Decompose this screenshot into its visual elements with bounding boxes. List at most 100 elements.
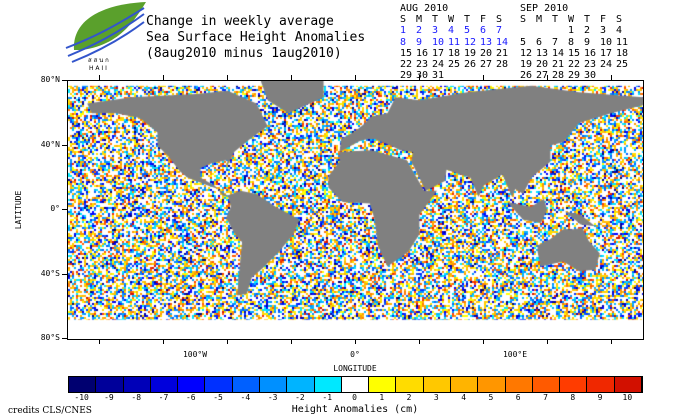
calendar-day[interactable]: 7 [496, 25, 503, 37]
calendar-day[interactable] [536, 25, 552, 36]
calendar-day[interactable]: 7 [552, 36, 559, 48]
calendar-day[interactable]: 15 [400, 47, 413, 59]
calendar-day[interactable]: 12 [464, 36, 477, 48]
calendar-day[interactable]: 30 [416, 70, 429, 82]
calendar-sep-2010: SEP 2010 S M T W T F S 1 2 3 4 5 6 7 8 9 10 11 12 13 14 15 16 17… [520, 3, 632, 81]
calendar-day[interactable]: 4 [616, 25, 623, 37]
colorbar-tick-label: -6 [185, 393, 196, 402]
calendar-day[interactable]: 6 [480, 25, 487, 37]
calendar-day[interactable]: 26 [464, 59, 477, 71]
x-tick [483, 339, 484, 344]
weekday-label: T [552, 14, 559, 26]
colorbar-tick-label: 4 [461, 393, 467, 402]
calendar-day[interactable]: 5 [464, 25, 471, 37]
colorbar-tick-label: -9 [104, 393, 114, 402]
colorbar-swatch [450, 377, 479, 392]
calendar-day[interactable]: 12 [520, 47, 533, 59]
calendar-day[interactable]: 1 [400, 25, 407, 37]
x-tick [483, 75, 484, 80]
x-tick [547, 75, 548, 80]
colorbar-swatch [396, 377, 424, 392]
colorbar-swatch [150, 377, 179, 392]
calendar-day[interactable]: 16 [584, 47, 597, 59]
calendar-day[interactable]: 13 [480, 36, 493, 48]
calendar-day[interactable]: 27 [480, 59, 493, 71]
calendar-day[interactable]: 14 [552, 47, 565, 59]
colorbar-swatch [287, 377, 315, 392]
weekday-label: S [520, 14, 527, 26]
calendar-day[interactable] [520, 25, 536, 36]
calendar-day[interactable]: 22 [568, 59, 581, 71]
calendar-day[interactable]: 19 [520, 59, 533, 71]
calendar-day[interactable]: 20 [480, 47, 493, 59]
calendar-day[interactable]: 16 [416, 47, 429, 59]
calendar-day[interactable]: 11 [616, 36, 629, 48]
calendar-day[interactable]: 31 [432, 70, 445, 82]
y-tick-label: 40°N [40, 139, 60, 149]
calendar-day[interactable]: 28 [496, 59, 509, 71]
calendar-day[interactable]: 2 [416, 25, 423, 37]
weekday-label: W [448, 14, 455, 26]
colorbar-swatch [560, 377, 588, 392]
y-tick-label: 0° [50, 204, 60, 213]
calendar-day[interactable]: 21 [496, 47, 509, 59]
weekday-label: T [464, 14, 471, 26]
calendar-day[interactable]: 9 [584, 36, 591, 48]
calendar-day[interactable]: 8 [568, 36, 575, 48]
calendar-day[interactable]: 5 [520, 36, 527, 48]
calendar-day[interactable]: 23 [584, 59, 597, 71]
calendar-day[interactable]: 30 [584, 70, 597, 82]
x-tick [99, 339, 100, 344]
calendar-day[interactable]: 2 [584, 25, 591, 37]
y-tick [62, 338, 67, 339]
title-line-1: Change in weekly average [146, 14, 334, 29]
calendar-day[interactable]: 27 [536, 70, 549, 82]
colorbar-tick-label: -7 [158, 393, 169, 402]
calendar-day[interactable]: 3 [432, 25, 439, 37]
calendar-day[interactable]: 28 [552, 70, 565, 82]
calendar-day[interactable]: 22 [400, 59, 413, 71]
calendar-day[interactable]: 13 [536, 47, 549, 59]
calendar-day[interactable]: 9 [416, 36, 423, 48]
calendar-day[interactable]: 25 [448, 59, 461, 71]
calendar-day[interactable]: 4 [448, 25, 455, 37]
calendar-day[interactable]: 24 [600, 59, 613, 71]
colorbar-tick-label: 9 [597, 393, 603, 402]
calendar-day[interactable] [552, 25, 568, 36]
calendar-day[interactable]: 29 [400, 70, 413, 82]
y-tick [62, 209, 67, 210]
x-tick [291, 75, 292, 80]
calendar-day[interactable]: 19 [464, 47, 477, 59]
calendar-day[interactable]: 3 [600, 25, 607, 37]
calendar-day[interactable]: 17 [432, 47, 445, 59]
calendar-day[interactable]: 18 [448, 47, 461, 59]
calendar-day[interactable]: 25 [616, 59, 629, 71]
calendar-day[interactable]: 26 [520, 70, 533, 82]
calendar-day[interactable]: 10 [432, 36, 445, 48]
calendar-day[interactable]: 6 [536, 36, 543, 48]
calendar-day[interactable]: 14 [496, 36, 509, 48]
calendar-day[interactable]: 23 [416, 59, 429, 71]
calendar-day[interactable]: 21 [552, 59, 565, 71]
calendar-day[interactable]: 29 [568, 70, 581, 82]
colorbar-swatch [96, 377, 124, 392]
colorbar-tick-label: 0 [352, 393, 357, 402]
calendar-day[interactable]: 11 [448, 36, 461, 48]
colorbar-swatch [478, 377, 506, 392]
weekday-label: T [584, 14, 591, 26]
colorbar-tick-label: -8 [131, 393, 142, 402]
chart-title: Change in weekly average Sea Surface Hei… [146, 14, 365, 62]
colorbar-swatch [123, 377, 151, 392]
calendar-day[interactable]: 24 [432, 59, 445, 71]
calendar-day[interactable]: 18 [616, 47, 629, 59]
x-axis-label: LONGITUDE [333, 364, 377, 373]
colorbar-tick-label: 7 [543, 393, 548, 402]
calendar-day[interactable]: 15 [568, 47, 581, 59]
x-tick [419, 339, 420, 344]
colorbar-swatch [532, 377, 561, 392]
calendar-day[interactable]: 20 [536, 59, 549, 71]
calendar-day[interactable]: 8 [400, 36, 407, 48]
calendar-day[interactable]: 1 [568, 25, 575, 37]
calendar-day[interactable]: 10 [600, 36, 613, 48]
calendar-day[interactable]: 17 [600, 47, 613, 59]
